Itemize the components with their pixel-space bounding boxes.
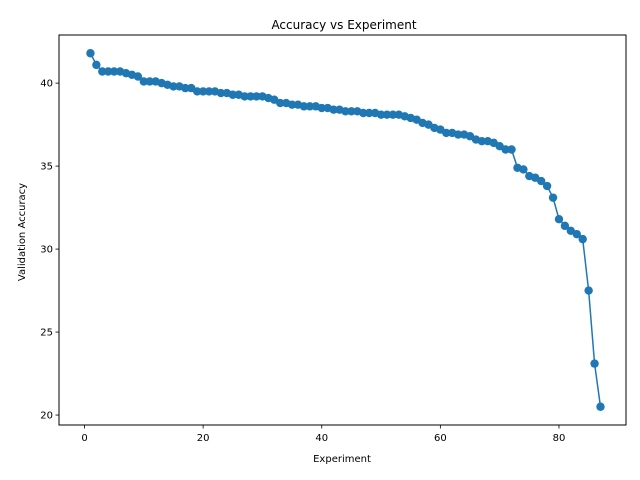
data-point bbox=[596, 402, 605, 411]
data-point bbox=[347, 107, 356, 116]
data-point bbox=[181, 83, 190, 93]
data-point bbox=[276, 98, 285, 108]
x-tick-label: 80 bbox=[553, 433, 566, 444]
data-point bbox=[329, 105, 338, 114]
series-line bbox=[89, 52, 602, 407]
data-point bbox=[216, 88, 226, 98]
data-point bbox=[572, 229, 581, 239]
x-tick-label: 0 bbox=[81, 433, 87, 444]
data-point bbox=[453, 130, 463, 139]
data-point bbox=[519, 165, 528, 174]
y-tick-label: 25 bbox=[40, 328, 53, 339]
data-point bbox=[92, 60, 101, 70]
data-point bbox=[507, 145, 516, 154]
chart-title: Accuracy vs Experiment bbox=[271, 18, 416, 32]
data-point bbox=[584, 286, 593, 295]
x-tick-label: 60 bbox=[434, 433, 447, 444]
series-layer bbox=[86, 49, 605, 411]
y-tick-label: 35 bbox=[40, 162, 53, 173]
data-point bbox=[590, 359, 599, 368]
data-point bbox=[246, 92, 255, 101]
data-point bbox=[252, 92, 261, 101]
data-point bbox=[341, 107, 350, 116]
data-point bbox=[376, 110, 386, 119]
data-point bbox=[364, 108, 374, 118]
data-point bbox=[536, 176, 546, 186]
data-point bbox=[133, 72, 143, 81]
data-point bbox=[228, 90, 237, 99]
data-point bbox=[388, 110, 398, 119]
data-point bbox=[287, 100, 297, 109]
data-point bbox=[560, 221, 570, 231]
x-axis-label: Experiment bbox=[313, 454, 371, 465]
plot-area: 0 20 40 60 80 20 25 30 35 40 bbox=[40, 34, 627, 444]
data-point bbox=[501, 145, 510, 154]
data-point bbox=[305, 102, 315, 111]
y-axis-label: Validation Accuracy bbox=[17, 183, 28, 281]
data-point bbox=[578, 234, 587, 244]
data-point bbox=[169, 82, 178, 91]
data-point bbox=[240, 92, 249, 101]
x-tick-label: 40 bbox=[315, 433, 328, 444]
data-point bbox=[109, 67, 119, 76]
data-point bbox=[98, 67, 107, 76]
data-point bbox=[359, 108, 368, 118]
data-point bbox=[542, 181, 552, 191]
data-point bbox=[382, 110, 392, 119]
plot-frame bbox=[58, 34, 627, 426]
data-point bbox=[548, 193, 558, 202]
y-tick-label: 40 bbox=[40, 79, 53, 90]
y-axis: 20 25 30 35 40 bbox=[40, 79, 59, 422]
data-point bbox=[104, 67, 113, 76]
x-axis: 0 20 40 60 80 bbox=[81, 425, 565, 444]
data-point bbox=[554, 215, 564, 224]
data-point bbox=[442, 128, 451, 138]
data-point bbox=[299, 102, 309, 111]
y-tick-label: 20 bbox=[40, 411, 53, 422]
data-point bbox=[145, 77, 154, 86]
data-point bbox=[204, 87, 214, 96]
data-point bbox=[317, 103, 326, 113]
data-point bbox=[198, 87, 208, 96]
x-tick-label: 20 bbox=[197, 433, 210, 444]
data-point bbox=[86, 49, 95, 58]
data-point bbox=[139, 77, 149, 86]
data-point bbox=[192, 87, 202, 96]
y-tick-label: 30 bbox=[40, 245, 53, 256]
data-point bbox=[477, 137, 487, 146]
